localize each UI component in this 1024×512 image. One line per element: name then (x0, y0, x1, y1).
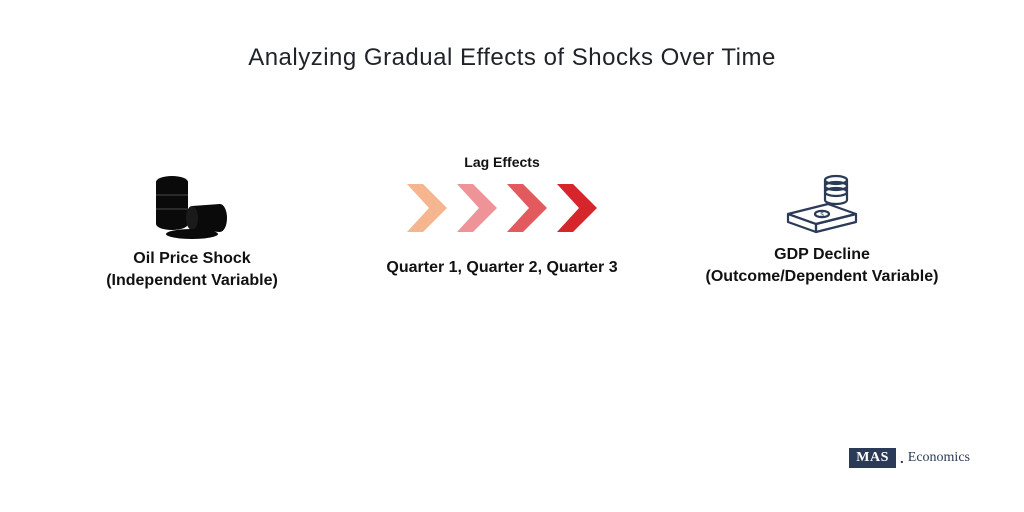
center-block: Lag Effects Quarter 1, Quarter 2, Quarte… (372, 182, 632, 279)
lag-effects-label: Lag Effects (372, 154, 632, 170)
chevron-icon (405, 182, 449, 239)
brand-logo-text: Economics (908, 450, 970, 466)
left-label: Oil Price Shock (Independent Variable) (106, 248, 278, 291)
brand-logo: MAS . Economics (849, 448, 970, 468)
quarters-label: Quarter 1, Quarter 2, Quarter 3 (386, 257, 617, 279)
diagram-row: Oil Price Shock (Independent Variable) L… (0, 170, 1024, 291)
chevron-icon (505, 182, 549, 239)
diagram-canvas: Analyzing Gradual Effects of Shocks Over… (0, 0, 1024, 512)
page-title: Analyzing Gradual Effects of Shocks Over… (0, 44, 1024, 72)
right-block: $ GDP Decline (Outcome/Dependent Variabl… (692, 174, 952, 287)
right-label: GDP Decline (Outcome/Dependent Variable) (706, 244, 939, 287)
left-label-line2: (Independent Variable) (106, 272, 278, 289)
oil-barrels-icon (142, 170, 242, 240)
chevron-icon (555, 182, 599, 239)
right-label-line2: (Outcome/Dependent Variable) (706, 268, 939, 285)
money-coins-icon: $ (782, 174, 862, 238)
chevron-icon (455, 182, 499, 239)
left-block: Oil Price Shock (Independent Variable) (72, 170, 312, 291)
brand-logo-box: MAS (849, 448, 896, 468)
chevron-row (405, 182, 599, 239)
left-label-line1: Oil Price Shock (133, 250, 250, 267)
right-label-line1: GDP Decline (774, 246, 870, 263)
brand-logo-dot: . (900, 450, 904, 466)
